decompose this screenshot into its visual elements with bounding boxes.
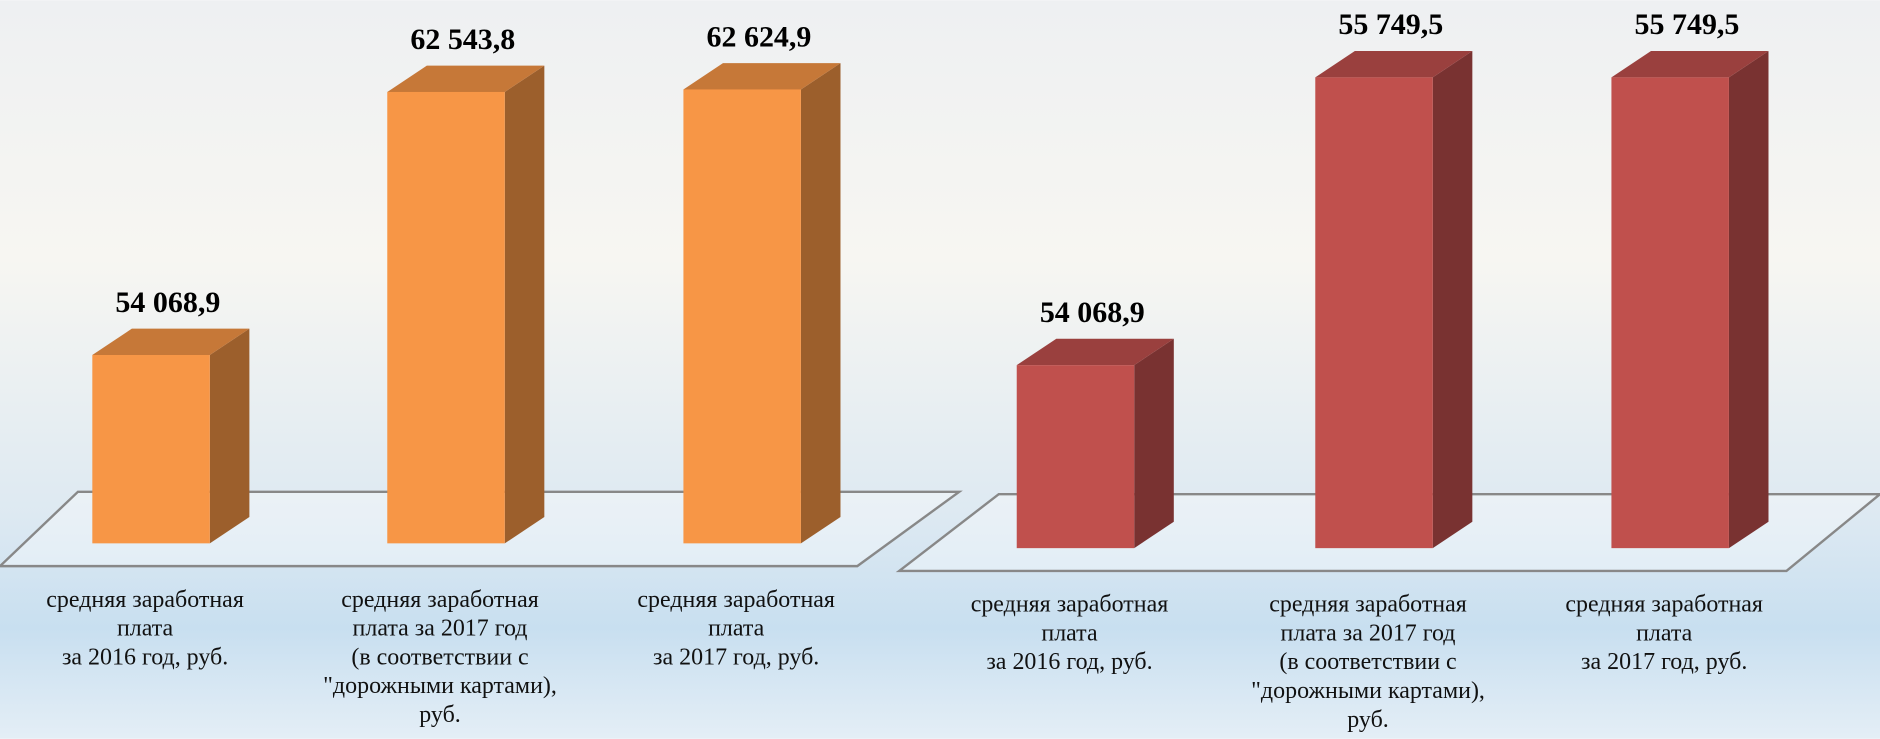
value-label: 55 749,5 [1635,8,1740,41]
bar [1315,50,1473,549]
value-label: 62 624,9 [707,20,812,53]
bar-top [1016,338,1174,366]
category-label: средняя заработная плата за 2017 год, руб. [1565,592,1763,676]
bar-front [387,91,505,544]
value-label: 55 749,5 [1338,8,1443,41]
value-label: 54 068,9 [1040,296,1145,329]
bar-top [1611,50,1769,78]
bar [92,328,250,544]
value-label: 54 068,9 [115,286,220,319]
bar-front [92,354,210,544]
bar-top [92,328,250,355]
bar-side [504,65,545,544]
bar-side [1134,338,1174,549]
bar-front [1016,365,1135,549]
category-label: средняя заработная плата за 2017 год, руб. [637,587,835,671]
bar-front [1611,77,1729,549]
bar [387,65,545,544]
bar [1611,50,1769,549]
value-label: 62 543,8 [410,23,515,56]
category-label: средняя заработная плата за 2017 год (в со… [323,587,557,728]
category-label: средняя заработная плата за 2017 год (в со… [1251,592,1485,733]
bar [1016,338,1174,549]
bar-top [683,63,841,90]
bar-side [209,328,250,544]
bar-side [1432,50,1473,549]
bar-side [1728,50,1769,549]
category-label: средняя заработная плата за 2016 год, руб. [971,592,1169,676]
bar-side [800,63,841,544]
bar [683,63,841,544]
bar-top [1315,50,1473,78]
bar-top [387,65,545,92]
bar-front [683,89,801,544]
category-label: средняя заработная плата за 2016 год, руб. [46,587,244,671]
bar-front [1315,77,1433,549]
